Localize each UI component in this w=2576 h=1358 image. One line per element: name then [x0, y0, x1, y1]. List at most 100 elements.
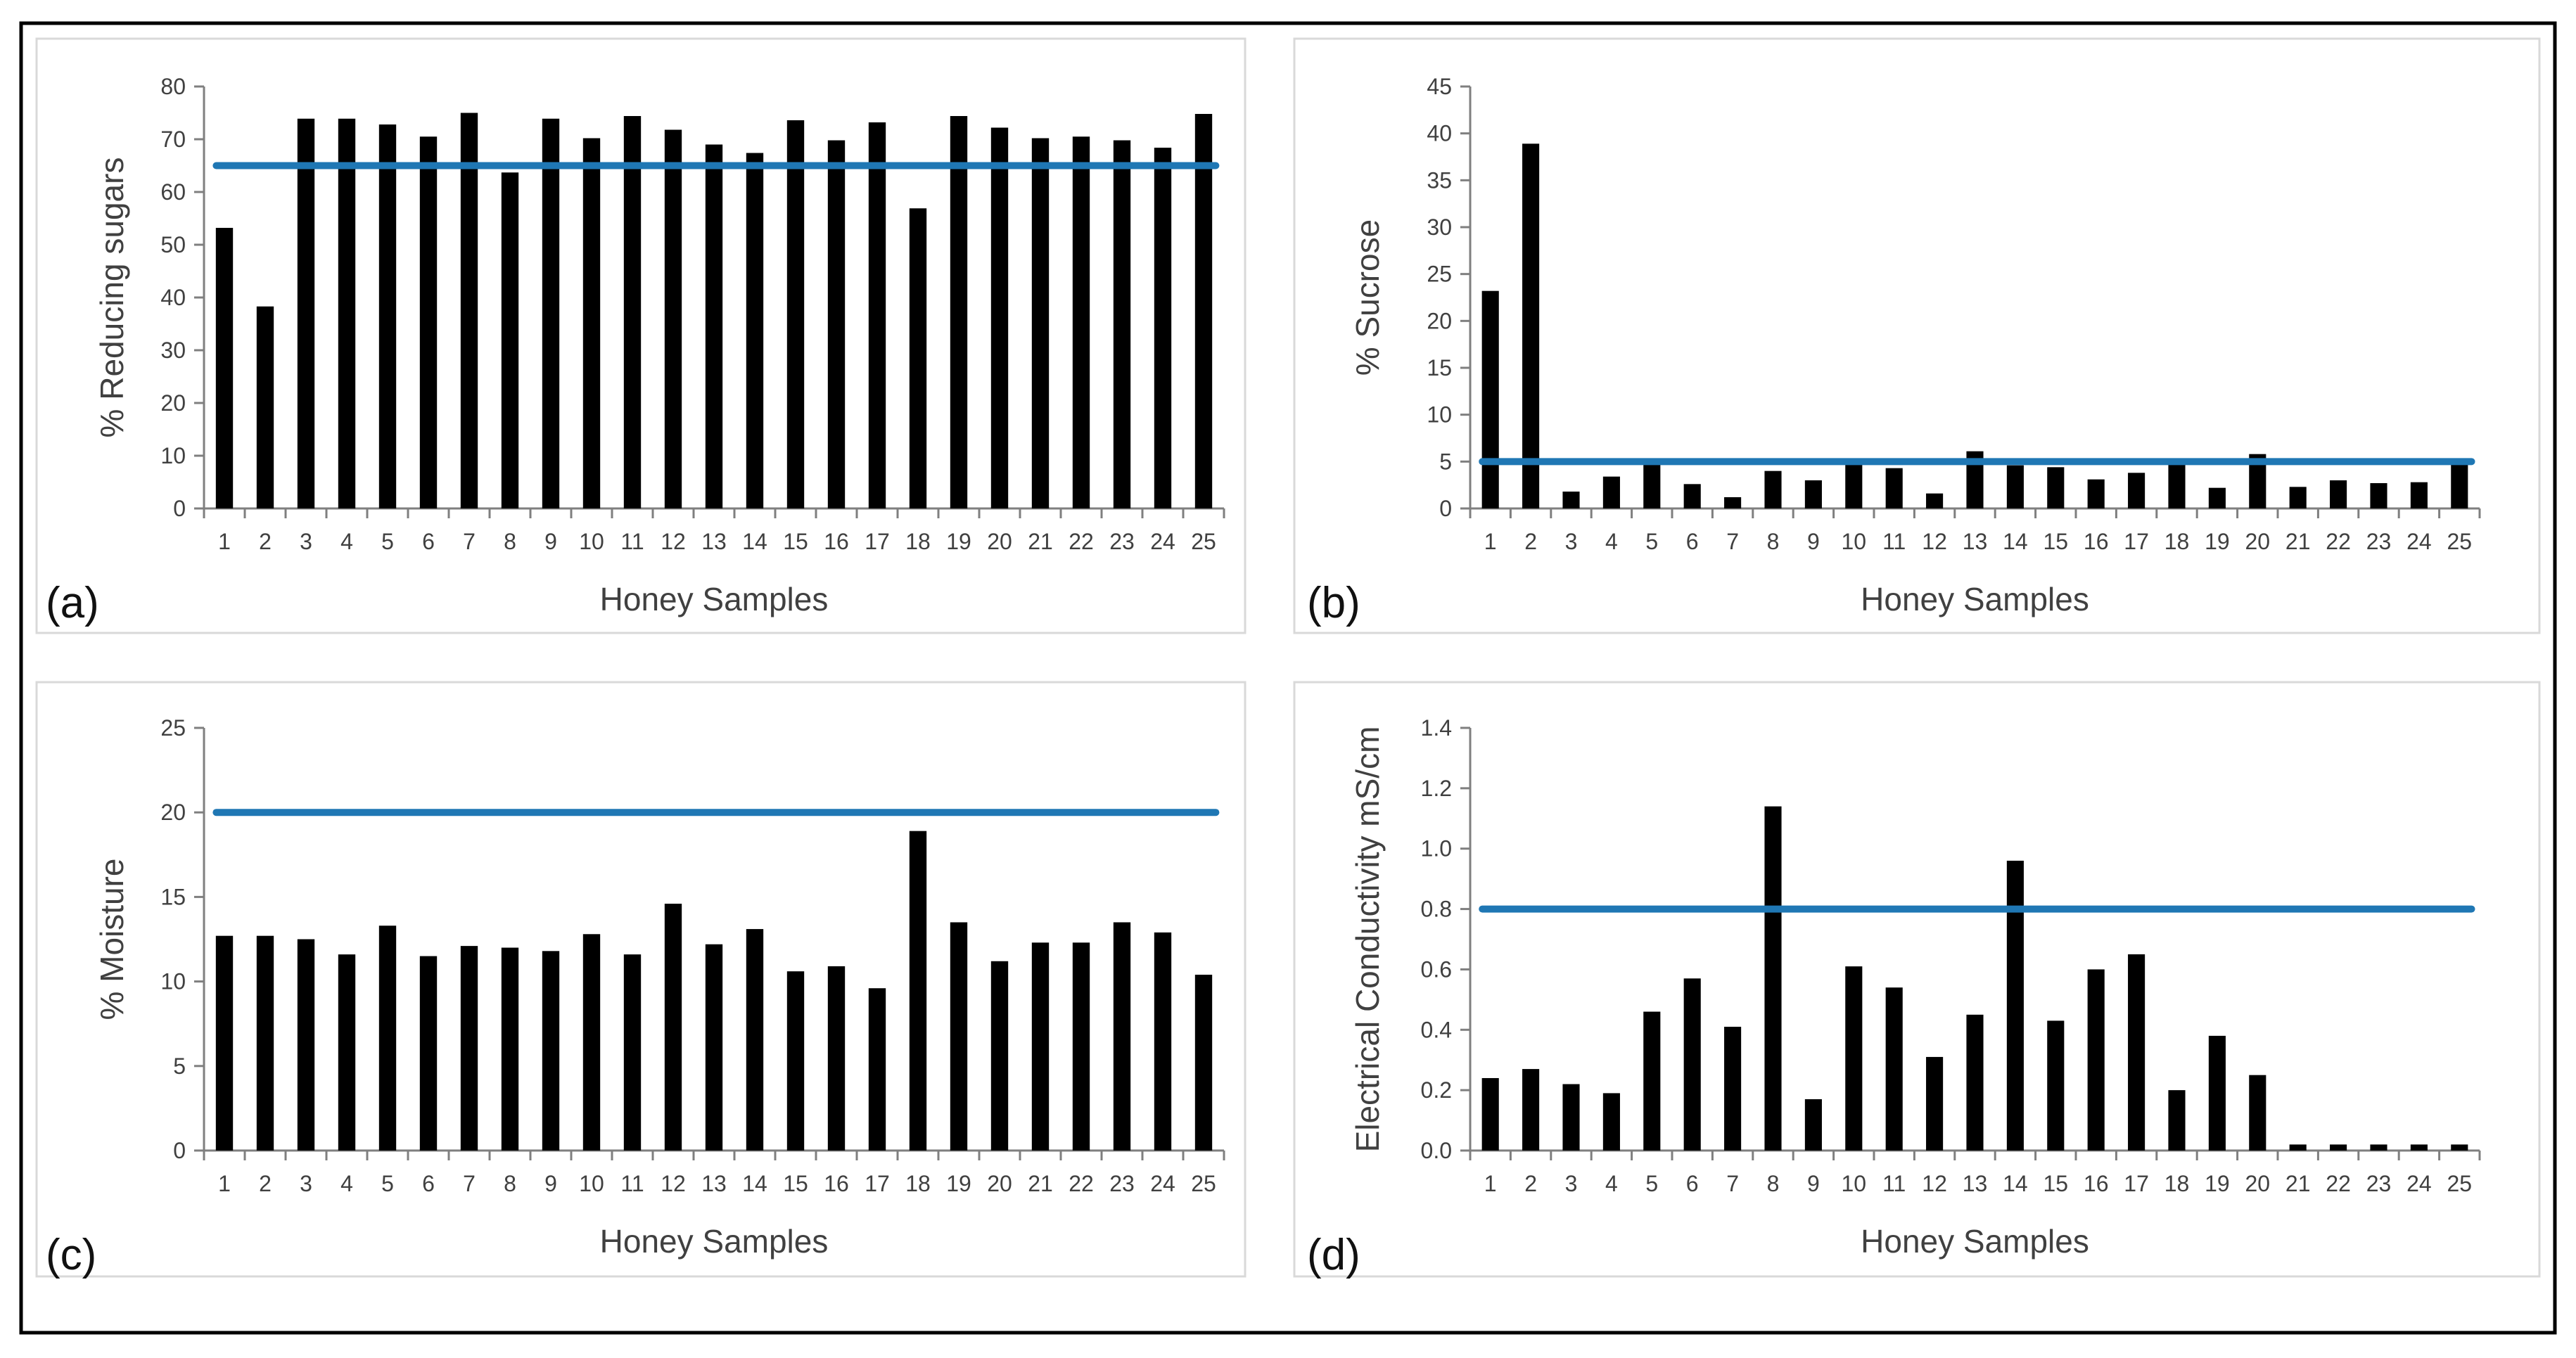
x-tick-label: 23	[1109, 529, 1135, 554]
bar-sample-8	[501, 172, 519, 508]
y-tick-label: 5	[173, 1053, 186, 1079]
bar-sample-5	[378, 124, 397, 508]
panel-border	[1293, 37, 2541, 634]
x-tick-label: 2	[1524, 529, 1537, 554]
x-tick-label: 6	[422, 1171, 435, 1196]
x-tick-label: 23	[1109, 1171, 1135, 1196]
bar-sample-16	[2087, 969, 2105, 1151]
x-tick-label: 17	[865, 529, 890, 554]
x-tick-label: 1	[218, 529, 231, 554]
bar-sample-17	[868, 988, 886, 1151]
x-tick-label: 19	[2205, 1171, 2230, 1196]
bar-sample-5	[378, 925, 397, 1151]
x-tick-label: 4	[1605, 529, 1618, 554]
bar-sample-24	[1154, 932, 1172, 1151]
x-tick-label: 17	[2124, 1171, 2149, 1196]
bar-sample-19	[2208, 487, 2226, 508]
x-tick-label: 22	[2326, 529, 2351, 554]
y-tick-label: 45	[1427, 74, 1452, 99]
panel-label: (b)	[1307, 579, 1360, 627]
bar-sample-3	[1562, 492, 1580, 508]
x-tick-label: 15	[783, 1171, 808, 1196]
x-tick-label: 4	[340, 529, 353, 554]
x-tick-label: 10	[1842, 529, 1867, 554]
bar-sample-1	[1481, 290, 1499, 508]
x-tick-label: 5	[381, 1171, 394, 1196]
x-tick-label: 23	[2366, 529, 2392, 554]
bar-sample-4	[1602, 1093, 1620, 1151]
bar-sample-17	[2128, 473, 2145, 508]
bar-sample-21	[2289, 487, 2307, 508]
bar-sample-15	[786, 971, 805, 1151]
y-tick-label: 35	[1427, 167, 1452, 193]
outer-frame	[19, 21, 2557, 1335]
y-tick-label: 1.4	[1421, 715, 1452, 741]
bar-sample-21	[2289, 1144, 2307, 1151]
bar-sample-10	[1845, 463, 1863, 508]
x-tick-label: 24	[1150, 529, 1175, 554]
y-tick-label: 20	[160, 800, 186, 825]
bar-sample-4	[338, 118, 356, 508]
x-tick-label: 16	[824, 1171, 849, 1196]
bar-sample-10	[582, 934, 601, 1151]
bar-sample-20	[2249, 1075, 2266, 1151]
y-tick-label: 1.0	[1421, 836, 1452, 861]
y-tick-label: 0.2	[1421, 1077, 1452, 1103]
bar-sample-12	[664, 904, 682, 1151]
y-tick-label: 20	[160, 390, 186, 416]
y-tick-label: 25	[1427, 262, 1452, 287]
x-tick-label: 3	[1565, 529, 1578, 554]
bar-sample-3	[297, 118, 315, 508]
x-tick-label: 13	[1963, 529, 1988, 554]
bar-sample-11	[623, 954, 642, 1151]
bar-sample-13	[1966, 1014, 1984, 1151]
y-tick-label: 15	[1427, 355, 1452, 380]
bar-sample-17	[2128, 954, 2145, 1151]
x-tick-label: 5	[1645, 529, 1658, 554]
bar-sample-3	[1562, 1084, 1580, 1151]
bar-sample-9	[542, 951, 560, 1151]
bar-sample-19	[950, 922, 968, 1151]
bar-sample-25	[2451, 462, 2468, 508]
x-tick-label: 11	[620, 529, 644, 554]
x-tick-label: 9	[544, 529, 557, 554]
x-tick-label: 5	[1645, 1171, 1658, 1196]
x-tick-label: 21	[2285, 529, 2311, 554]
y-tick-label: 0	[173, 1138, 186, 1163]
bar-sample-20	[990, 961, 1009, 1151]
x-tick-label: 19	[946, 529, 971, 554]
y-tick-label: 10	[160, 443, 186, 468]
x-tick-label: 24	[2406, 1171, 2432, 1196]
x-tick-label: 5	[381, 529, 394, 554]
x-tick-label: 15	[2043, 1171, 2069, 1196]
bar-sample-24	[2410, 1144, 2428, 1151]
x-tick-label: 2	[259, 1171, 272, 1196]
bar-sample-17	[868, 122, 886, 508]
bar-sample-20	[990, 127, 1009, 508]
y-tick-label: 10	[160, 969, 186, 994]
bar-sample-6	[419, 136, 438, 508]
bar-sample-8	[501, 947, 519, 1151]
y-tick-label: 70	[160, 127, 186, 152]
y-tick-label: 5	[1439, 449, 1452, 474]
bar-sample-19	[950, 116, 968, 508]
x-tick-label: 6	[1686, 1171, 1699, 1196]
bar-sample-11	[1885, 468, 1903, 508]
x-tick-label: 18	[905, 1171, 931, 1196]
x-tick-label: 8	[504, 1171, 516, 1196]
y-tick-label: 0	[173, 496, 186, 521]
x-tick-label: 14	[2003, 1171, 2028, 1196]
x-tick-label: 16	[2084, 529, 2109, 554]
x-tick-label: 1	[1484, 529, 1497, 554]
y-tick-label: 0.4	[1421, 1017, 1452, 1042]
y-axis-title: % Reducing sugars	[94, 158, 130, 438]
y-tick-label: 0.6	[1421, 956, 1452, 982]
bar-sample-12	[1926, 1056, 1944, 1151]
x-tick-label: 8	[1767, 529, 1780, 554]
bar-sample-2	[1522, 143, 1540, 509]
bar-sample-19	[2208, 1035, 2226, 1151]
x-axis-title: Honey Samples	[1861, 581, 2089, 617]
bar-sample-13	[705, 944, 723, 1151]
bar-sample-21	[1031, 138, 1050, 508]
